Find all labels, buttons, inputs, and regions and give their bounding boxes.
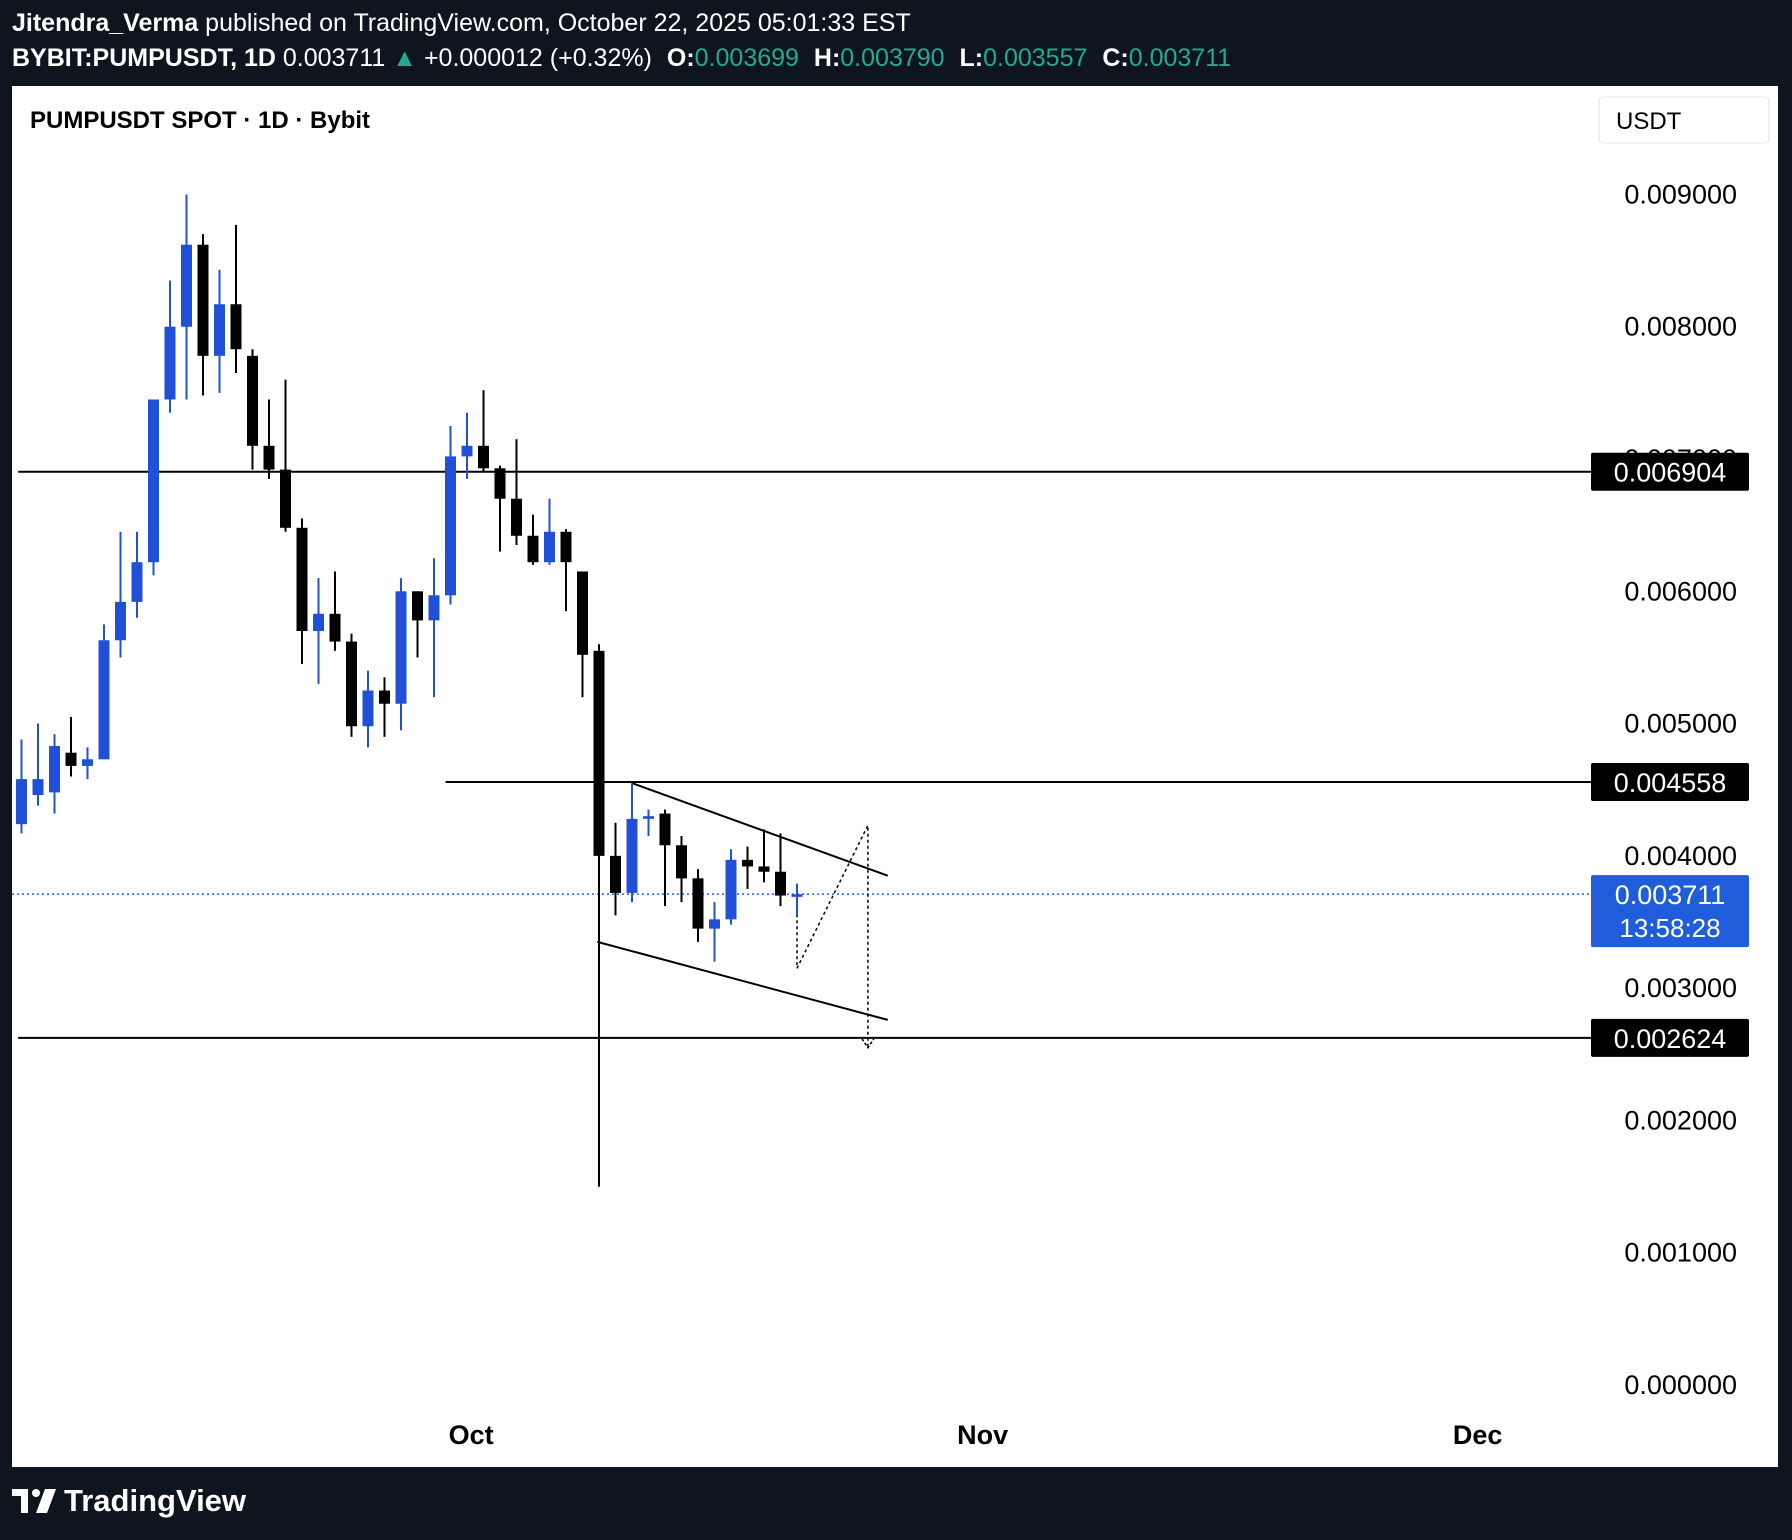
y-tick-label: 0.002000 bbox=[1624, 1105, 1737, 1135]
candle-body bbox=[659, 813, 671, 846]
chart-title: PUMPUSDT SPOT · 1D · Bybit bbox=[30, 107, 370, 134]
level-price-badge bbox=[1591, 452, 1749, 491]
candle-body bbox=[131, 562, 143, 602]
candle-body bbox=[247, 355, 258, 446]
candle-body bbox=[428, 595, 440, 621]
candle-body bbox=[181, 244, 192, 327]
candle-body bbox=[82, 759, 93, 766]
currency-label: USDT bbox=[1616, 108, 1682, 135]
candle-body bbox=[379, 690, 390, 704]
candle-body bbox=[230, 304, 242, 350]
symbol-ohlc: BYBIT:PUMPUSDT, 1D 0.003711 ▲ +0.000012 … bbox=[12, 44, 1231, 73]
candle-body bbox=[164, 326, 176, 400]
countdown-label: 13:58:28 bbox=[1619, 913, 1720, 943]
y-tick-label: 0.009000 bbox=[1624, 179, 1737, 209]
candle-body bbox=[478, 445, 489, 469]
level-price-label: 0.004558 bbox=[1614, 768, 1727, 798]
y-tick-label: 0.000000 bbox=[1624, 1370, 1737, 1400]
candle-body bbox=[791, 894, 803, 897]
price-change: +0.000012 (+0.32%) bbox=[423, 44, 652, 72]
candle-body bbox=[494, 468, 506, 499]
tradingview-logo[interactable]: TradingView bbox=[12, 1483, 246, 1519]
candle-body bbox=[395, 591, 407, 704]
high-label: H: bbox=[813, 44, 841, 72]
projection-path bbox=[796, 825, 869, 1048]
last-price: 0.003711 bbox=[282, 44, 386, 72]
y-tick-label: 0.006000 bbox=[1624, 576, 1737, 606]
candle-body bbox=[115, 601, 126, 641]
candle-body bbox=[280, 469, 291, 528]
candle-body bbox=[775, 871, 786, 896]
candle-body bbox=[725, 859, 737, 920]
tradingview-logo-icon bbox=[12, 1489, 56, 1513]
candle-body bbox=[742, 859, 753, 867]
currency-box[interactable] bbox=[1598, 96, 1770, 144]
y-tick-label: 0.003000 bbox=[1624, 973, 1737, 1003]
low-label: L: bbox=[959, 44, 984, 72]
candle-body bbox=[560, 531, 572, 563]
level-price-label: 0.006904 bbox=[1614, 458, 1727, 488]
candle-body bbox=[461, 445, 473, 457]
y-tick-label: 0.001000 bbox=[1624, 1238, 1737, 1268]
candle-body bbox=[593, 650, 605, 856]
candle-body bbox=[676, 845, 687, 879]
candle-body bbox=[709, 919, 720, 929]
candle-body bbox=[32, 779, 44, 796]
low-value: 0.003557 bbox=[983, 44, 1088, 72]
y-tick-label: 0.004000 bbox=[1624, 841, 1737, 871]
candle-body bbox=[16, 779, 27, 825]
channel-line bbox=[631, 782, 889, 877]
candle-body bbox=[98, 640, 110, 760]
candle-body bbox=[362, 690, 374, 727]
candle-body bbox=[49, 746, 60, 793]
brand-name: TradingView bbox=[64, 1483, 247, 1518]
price-chart[interactable]: PUMPUSDT SPOT · 1D · Bybit USDT 0.009000 0.… bbox=[12, 86, 1778, 1467]
y-tick-label: 0.008000 bbox=[1624, 312, 1737, 342]
close-value: 0.003711 bbox=[1128, 44, 1232, 72]
channel-line bbox=[597, 940, 889, 1021]
candle-body bbox=[692, 878, 704, 929]
candle-body bbox=[313, 613, 324, 631]
candle-body bbox=[643, 816, 654, 819]
candle-body bbox=[577, 571, 588, 655]
candle-body bbox=[65, 752, 77, 766]
candle-body bbox=[511, 498, 522, 536]
change-arrow-icon: ▲ bbox=[392, 44, 417, 72]
high-value: 0.003790 bbox=[840, 44, 945, 72]
open-label: O: bbox=[666, 44, 695, 72]
published-text: published on TradingView.com, October 22… bbox=[205, 9, 911, 37]
x-tick-label: Oct bbox=[449, 1420, 494, 1450]
candle-body bbox=[544, 531, 555, 563]
candle-body bbox=[214, 304, 225, 356]
candle-body bbox=[296, 527, 308, 631]
candle-body bbox=[758, 866, 770, 872]
candle-body bbox=[445, 456, 456, 596]
candle-body bbox=[346, 641, 357, 727]
current-price-label: 0.003711 bbox=[1615, 880, 1726, 910]
candle-body bbox=[263, 445, 275, 470]
candle-body bbox=[412, 591, 423, 621]
close-label: C: bbox=[1102, 44, 1129, 72]
level-price-badge bbox=[1591, 763, 1749, 802]
current-price-badge bbox=[1591, 875, 1749, 948]
projection-arrow-icon bbox=[861, 1038, 875, 1050]
author-name[interactable]: Jitendra_Verma bbox=[12, 9, 199, 37]
candle-body bbox=[197, 244, 209, 356]
level-price-badge bbox=[1591, 1018, 1749, 1057]
y-tick-label: 0.005000 bbox=[1624, 709, 1737, 739]
chart-panel[interactable]: PUMPUSDT SPOT · 1D · Bybit USDT 0.009000 0.… bbox=[12, 86, 1778, 1467]
candle-body bbox=[527, 535, 539, 563]
candle-body bbox=[148, 399, 159, 563]
candle-body bbox=[626, 818, 638, 893]
open-value: 0.003699 bbox=[694, 44, 799, 72]
symbol-interval: BYBIT:PUMPUSDT, 1D bbox=[12, 44, 276, 72]
publish-header: Jitendra_Verma published on TradingView.… bbox=[0, 0, 1792, 86]
x-tick-label: Dec bbox=[1453, 1420, 1503, 1450]
candle-body bbox=[610, 855, 621, 893]
level-price-label: 0.002624 bbox=[1614, 1024, 1727, 1054]
x-tick-label: Nov bbox=[957, 1420, 1008, 1450]
candle-body bbox=[329, 613, 341, 642]
publish-info: Jitendra_Verma published on TradingView.… bbox=[12, 9, 911, 38]
